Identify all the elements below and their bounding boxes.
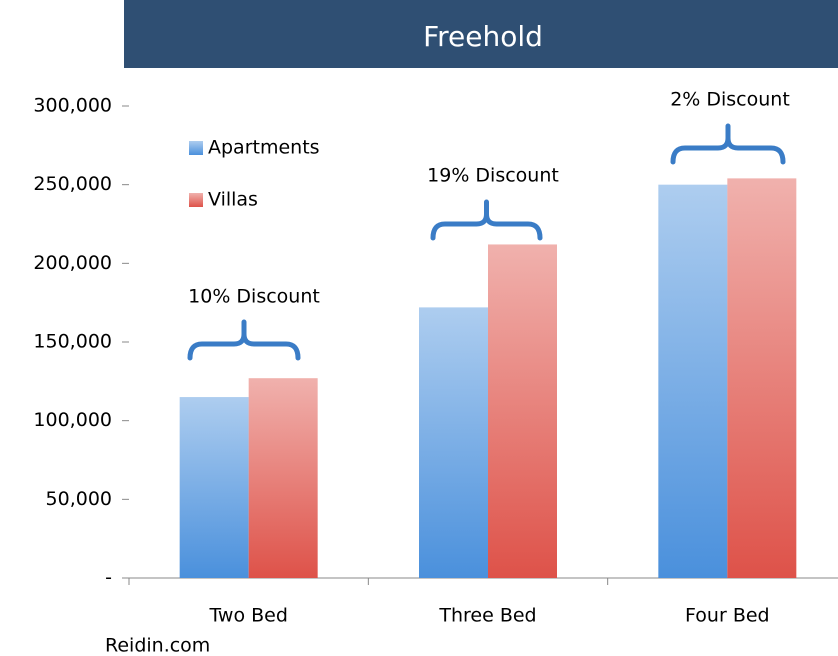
bar [658, 184, 728, 578]
title-banner [124, 0, 838, 68]
brace [187, 319, 301, 361]
legend-swatch [189, 141, 203, 155]
annotation: 10% Discount [188, 286, 320, 308]
y-tick-label: 250,000 [33, 173, 112, 195]
bar [179, 397, 249, 578]
y-tick-label: 200,000 [33, 252, 112, 274]
y-tick-label: 300,000 [33, 95, 112, 117]
bar [248, 378, 318, 578]
annotation: 2% Discount [670, 89, 790, 111]
x-tick-label: Three Bed [438, 605, 536, 627]
y-tick-label: - [105, 567, 112, 589]
brace [670, 123, 786, 165]
bar [727, 178, 797, 578]
bar [419, 307, 488, 578]
y-tick-label: 150,000 [33, 331, 112, 353]
legend-label: Apartments [208, 137, 320, 159]
bar [488, 244, 557, 578]
x-tick-label: Four Bed [685, 605, 770, 627]
source: Reidin.com [105, 635, 210, 656]
legend-swatch [189, 193, 203, 207]
y-tick-label: 100,000 [33, 409, 112, 431]
x-tick-label: Two Bed [208, 605, 287, 627]
legend-label: Villas [208, 189, 258, 211]
y-tick-label: 50,000 [46, 488, 112, 510]
chart-title: Freehold [423, 20, 543, 53]
brace [430, 199, 543, 241]
annotation: 19% Discount [427, 165, 559, 187]
